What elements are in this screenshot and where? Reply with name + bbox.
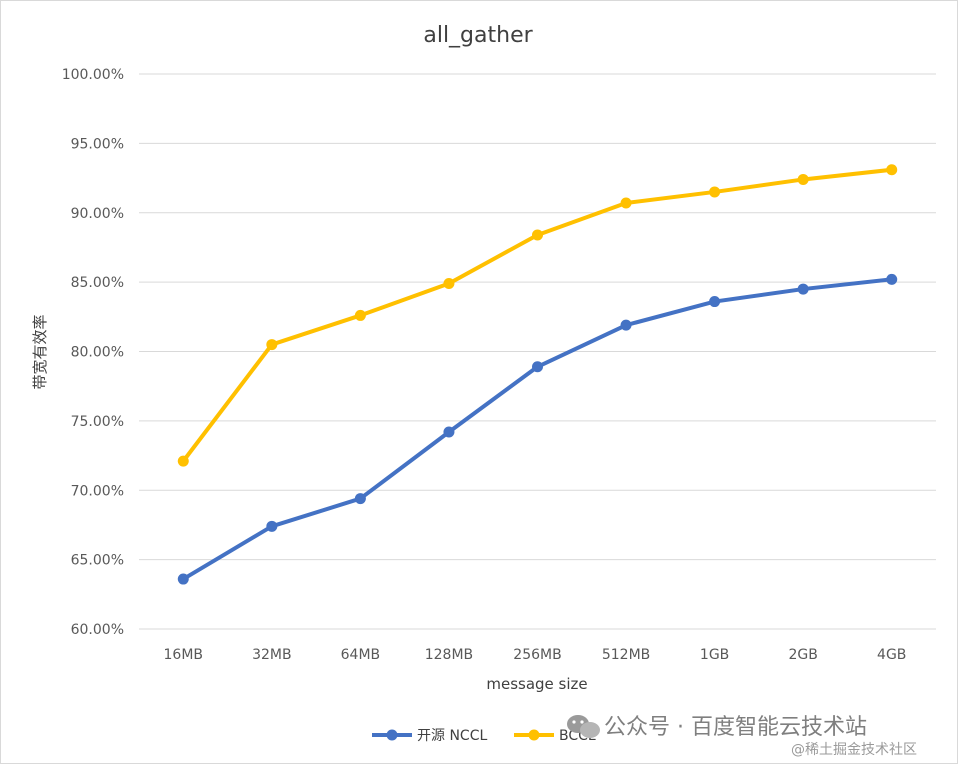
chart-title: all_gather <box>423 23 533 48</box>
y-tick-label: 65.00% <box>71 553 124 569</box>
legend-swatch-marker <box>386 729 398 741</box>
series-group <box>177 164 898 585</box>
legend-label: 开源 NCCL <box>417 728 487 744</box>
x-tick-label: 1GB <box>700 647 729 663</box>
legend-swatch-marker <box>528 729 540 741</box>
data-point <box>266 520 278 532</box>
y-tick-label: 85.00% <box>71 275 124 291</box>
x-tick-label: 2GB <box>788 647 817 663</box>
series-line <box>181 167 894 464</box>
data-point <box>177 573 189 585</box>
data-point <box>797 173 809 185</box>
y-tick-label: 70.00% <box>71 483 124 499</box>
y-tick-label: 80.00% <box>71 345 124 361</box>
wechat-icon <box>567 715 600 738</box>
watermark-main-text: 公众号 · 百度智能云技术站 <box>604 715 867 740</box>
data-point <box>532 361 543 373</box>
series-1 <box>177 273 898 585</box>
data-point <box>709 186 721 198</box>
watermark-sub-text: @稀土掘金技术社区 <box>791 742 917 758</box>
y-tick-label: 60.00% <box>71 622 124 638</box>
y-tick-label: 95.00% <box>71 136 124 152</box>
x-tick-label: 16MB <box>164 647 204 663</box>
x-tick-labels: 16MB 32MB 64MB 128MB 256MB 512MB 1GB 2GB 4GB <box>164 647 907 663</box>
watermark: 公众号 · 百度智能云技术站 @稀土掘金技术社区 <box>567 715 917 758</box>
data-point <box>797 283 809 295</box>
series-2 <box>177 164 898 467</box>
data-point <box>354 493 366 505</box>
y-tick-label: 100.00% <box>62 67 124 83</box>
series-line <box>181 277 894 582</box>
y-tick-labels: 60.00% 65.00% 70.00% 75.00% 80.00% 85.00% 90.0… <box>62 67 124 638</box>
data-point <box>886 273 898 285</box>
x-tick-label: 256MB <box>513 647 561 663</box>
y-tick-label: 75.00% <box>71 414 124 430</box>
x-tick-label: 64MB <box>341 647 381 663</box>
x-tick-label: 4GB <box>877 647 906 663</box>
data-point <box>886 164 898 176</box>
gridlines <box>139 73 936 630</box>
data-point <box>709 296 721 308</box>
y-axis-label: 带宽有效率 <box>31 314 49 389</box>
x-tick-label: 512MB <box>602 647 650 663</box>
data-point <box>354 309 366 321</box>
x-axis-label: message size <box>486 675 587 693</box>
data-point <box>620 197 632 209</box>
x-tick-label: 32MB <box>252 647 292 663</box>
data-point <box>443 278 455 290</box>
data-point <box>620 319 632 331</box>
x-tick-label: 128MB <box>425 647 473 663</box>
data-point <box>532 229 543 241</box>
legend-item: 开源 NCCL <box>372 728 487 744</box>
legend: 开源 NCCL BCCL <box>372 728 596 744</box>
data-point <box>177 455 189 467</box>
data-point <box>443 426 455 438</box>
data-point <box>266 339 278 351</box>
y-tick-label: 90.00% <box>71 206 124 222</box>
